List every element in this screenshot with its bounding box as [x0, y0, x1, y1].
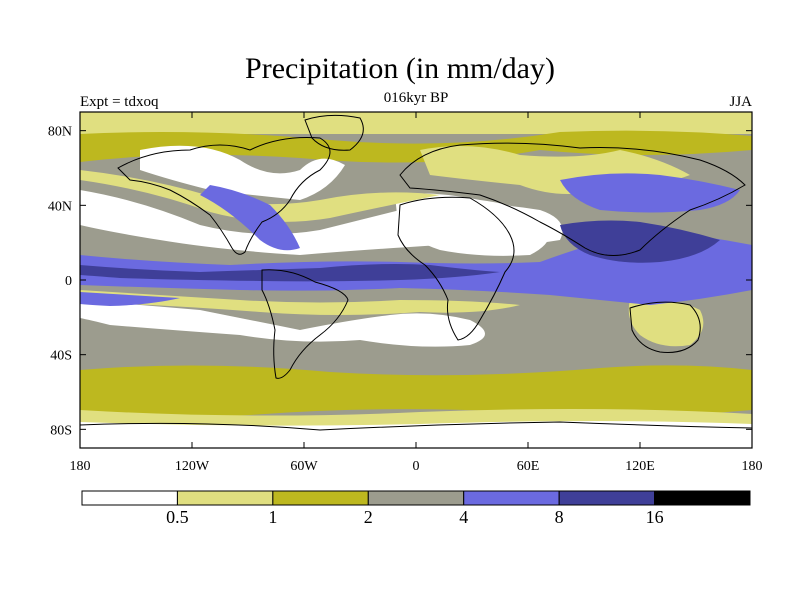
- greenland-outline: [304, 114, 364, 151]
- lon-tick-label: 180: [742, 459, 763, 474]
- period-label: 016kyr BP: [383, 90, 449, 106]
- field-sahara-dry: [395, 193, 550, 256]
- north-america-outline: [117, 137, 331, 255]
- colorbar: 0.5 1 2 4 8 16: [81, 490, 751, 527]
- field-north-america-dry: [140, 145, 345, 200]
- lon-tick-label: 60W: [290, 459, 318, 474]
- field-north-america-wet: [200, 185, 300, 251]
- field-australia-light: [628, 298, 704, 347]
- colorbar-level-label: 0.5: [166, 507, 189, 527]
- field-south-subtropics-dry: [80, 300, 485, 347]
- coastlines: [80, 114, 752, 431]
- field-asia-monsoon-wet: [560, 173, 740, 213]
- africa-outline: [397, 196, 515, 341]
- latitude-axis: 80N 40N 0 40S 80S: [48, 125, 752, 438]
- eurasia-outline: [399, 142, 746, 256]
- season-label: JJA: [729, 94, 752, 110]
- lon-tick-label: 60E: [517, 459, 540, 474]
- colorbar-level-label: 16: [646, 507, 664, 527]
- longitude-axis: 180 120W 60W 0 60E 120E 180: [70, 112, 763, 474]
- field-north-midlat-olive: [80, 130, 752, 163]
- colorbar-swatch: [81, 490, 178, 506]
- colorbar-level-label: 1: [268, 507, 277, 527]
- colorbar-swatch: [367, 490, 465, 506]
- lon-tick-label: 120W: [175, 459, 210, 474]
- field-north-transition: [80, 170, 440, 222]
- field-southern-ocean-olive: [80, 365, 752, 417]
- precipitation-field: [80, 112, 752, 448]
- colorbar-level-label: 8: [555, 507, 564, 527]
- field-arctic: [80, 112, 752, 134]
- lon-tick-label: 0: [413, 459, 420, 474]
- lat-tick-label: 40N: [48, 199, 72, 214]
- field-south-pacific-wet: [80, 292, 180, 306]
- field-warm-pool-heavy: [560, 220, 720, 263]
- colorbar-swatch: [176, 490, 274, 506]
- lat-tick-label: 80S: [50, 423, 72, 438]
- australia-outline: [629, 301, 701, 353]
- lat-tick-label: 80N: [48, 125, 72, 140]
- antarctica-outline: [80, 421, 752, 431]
- lat-tick-label: 0: [65, 274, 72, 289]
- colorbar-swatch: [463, 490, 560, 506]
- lon-tick-label: 120E: [625, 459, 655, 474]
- colorbar-swatch: [558, 490, 656, 506]
- colorbar-swatch: [654, 490, 751, 506]
- south-america-outline: [261, 269, 349, 379]
- colorbar-level-label: 2: [364, 507, 373, 527]
- experiment-label: Expt = tdxoq: [80, 94, 159, 110]
- colorbar-level-label: 4: [459, 507, 468, 527]
- lat-tick-label: 40S: [50, 349, 72, 364]
- field-antarctic-edge: [80, 408, 752, 426]
- field-south-transition: [80, 290, 520, 315]
- colorbar-swatch: [272, 490, 369, 506]
- map-title: Precipitation (in mm/day): [245, 52, 555, 85]
- lon-tick-label: 180: [70, 459, 91, 474]
